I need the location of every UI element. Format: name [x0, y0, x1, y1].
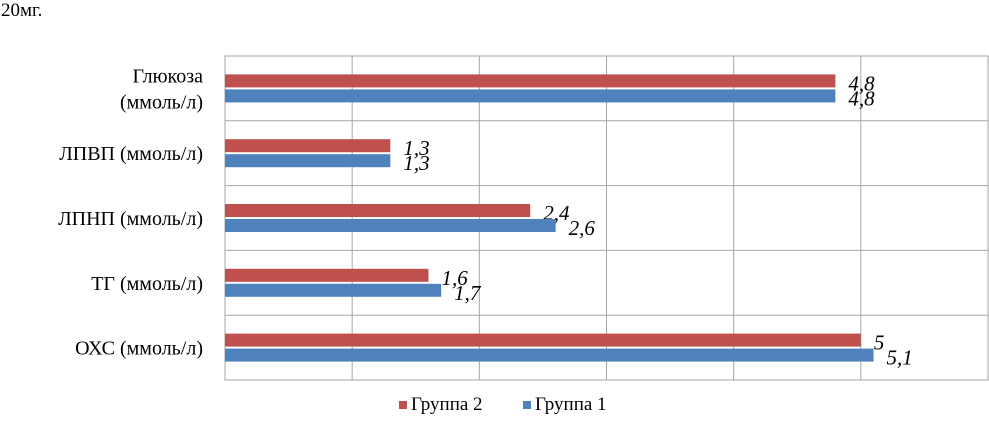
data-label: 5: [874, 331, 885, 355]
data-label: 1,6: [441, 266, 468, 290]
category-label: ЛПНП (ммоль/л): [58, 208, 203, 230]
category-label: ЛПВП (ммоль/л): [59, 143, 203, 165]
data-label: 1,3: [403, 151, 429, 175]
bar-group2: [225, 204, 531, 217]
data-label: 5,1: [887, 346, 913, 370]
bar-group1: [225, 219, 556, 232]
bar-group1: [225, 283, 442, 297]
category-label: ТГ (ммоль/л): [91, 273, 203, 295]
legend-swatch: [399, 401, 407, 409]
legend-label: Группа 2: [411, 394, 483, 415]
header-text: 20мг.: [1, 0, 43, 21]
data-label: 4,8: [848, 86, 875, 110]
data-label: 1,7: [454, 281, 482, 305]
bar-group1: [225, 348, 874, 362]
bar-group2: [225, 268, 429, 282]
data-label: 4,8: [848, 71, 875, 95]
data-label: 1,3: [403, 136, 429, 160]
category-label: (ммоль/л): [120, 91, 203, 113]
legend-label: Группа 1: [535, 394, 607, 415]
bar-group1: [225, 154, 391, 168]
bar-group2: [225, 139, 391, 153]
bar-group2: [225, 333, 861, 347]
data-label: 2,6: [569, 216, 596, 240]
bar-group2: [225, 74, 836, 88]
category-label: ОХС (ммоль/л): [75, 338, 203, 360]
legend-swatch: [523, 401, 531, 409]
bar-group1: [225, 89, 836, 103]
category-label: Глюкоза: [133, 65, 204, 87]
